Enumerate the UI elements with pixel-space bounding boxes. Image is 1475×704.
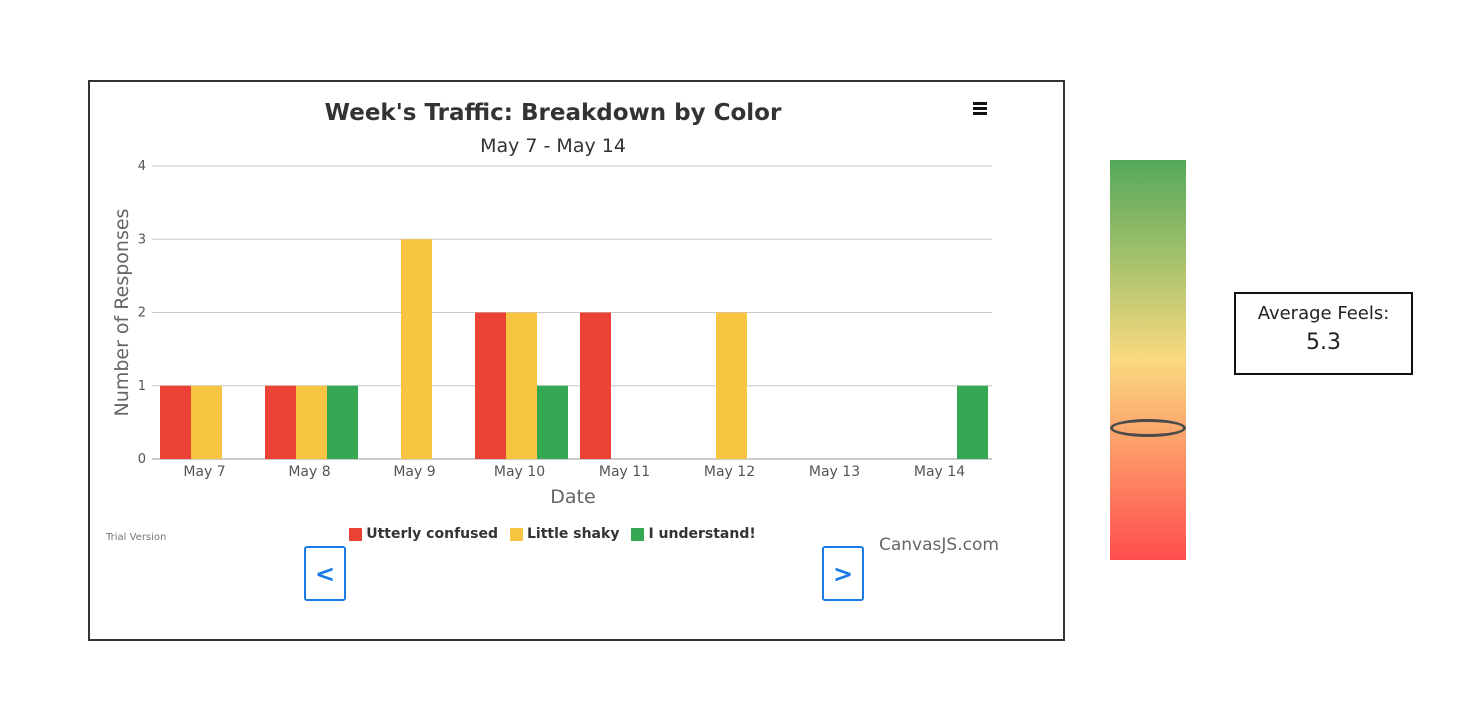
gauge-marker — [1110, 419, 1186, 437]
average-feels-label: Average Feels: — [1257, 303, 1390, 324]
bar-little-shaky — [716, 312, 747, 459]
y-axis-title: Number of Responses — [111, 209, 133, 417]
legend-item[interactable]: Little shaky — [509, 526, 620, 542]
bar-i-understand — [327, 385, 358, 459]
bar-i-understand — [957, 385, 988, 459]
bar-utterly-confused — [265, 385, 296, 459]
chart-panel: Week's Traffic: Breakdown by Color May 7 … — [88, 80, 1065, 641]
y-tick-label: 1 — [138, 379, 146, 394]
legend-swatch — [349, 527, 363, 541]
bar-utterly-confused — [580, 312, 611, 459]
y-tick-label: 2 — [138, 306, 146, 321]
previous-week-button[interactable]: < — [304, 546, 346, 601]
y-tick-label: 3 — [138, 232, 146, 247]
legend-item[interactable]: Utterly confused — [349, 526, 498, 542]
legend-swatch — [509, 527, 523, 541]
canvasjs-credit-link[interactable]: CanvasJS.com — [879, 535, 999, 555]
x-tick-label: May 12 — [704, 464, 755, 480]
bar-little-shaky — [401, 239, 432, 459]
chart-subtitle: May 7 - May 14 — [480, 135, 626, 157]
bar-little-shaky — [191, 385, 222, 459]
bar-little-shaky — [506, 312, 537, 459]
x-tick-label: May 9 — [393, 464, 435, 480]
x-tick-label: May 14 — [914, 464, 965, 480]
next-week-button[interactable]: > — [822, 546, 864, 601]
y-tick-label: 0 — [138, 452, 146, 467]
x-tick-label: May 11 — [599, 464, 650, 480]
feels-gauge — [1110, 160, 1186, 560]
hamburger-menu-icon[interactable] — [970, 100, 992, 120]
average-feels-box: Average Feels: 5.3 — [1234, 292, 1413, 375]
average-feels-value: 5.3 — [1306, 330, 1341, 355]
legend-label: Utterly confused — [366, 526, 498, 542]
legend-label: I understand! — [648, 526, 756, 542]
legend-swatch — [631, 527, 645, 541]
bar-utterly-confused — [160, 385, 191, 459]
legend-label: Little shaky — [526, 526, 620, 542]
bar-utterly-confused — [475, 312, 506, 459]
legend-item[interactable]: I understand! — [631, 526, 756, 542]
x-axis-title: Date — [550, 486, 595, 508]
trial-version-label: Trial Version — [106, 532, 167, 543]
chart-legend: Utterly confused Little shaky I understand… — [90, 526, 1015, 542]
bar-i-understand — [537, 385, 568, 459]
x-tick-label: May 8 — [288, 464, 330, 480]
x-tick-label: May 13 — [809, 464, 860, 480]
chart-title: Week's Traffic: Breakdown by Color — [325, 100, 782, 126]
x-tick-label: May 10 — [494, 464, 545, 480]
y-tick-label: 4 — [138, 159, 146, 174]
bar-little-shaky — [296, 385, 327, 459]
x-tick-label: May 7 — [183, 464, 225, 480]
gauge-gradient-bar — [1110, 160, 1186, 560]
bar-chart: Week's Traffic: Breakdown by Color May 7 … — [111, 100, 992, 508]
